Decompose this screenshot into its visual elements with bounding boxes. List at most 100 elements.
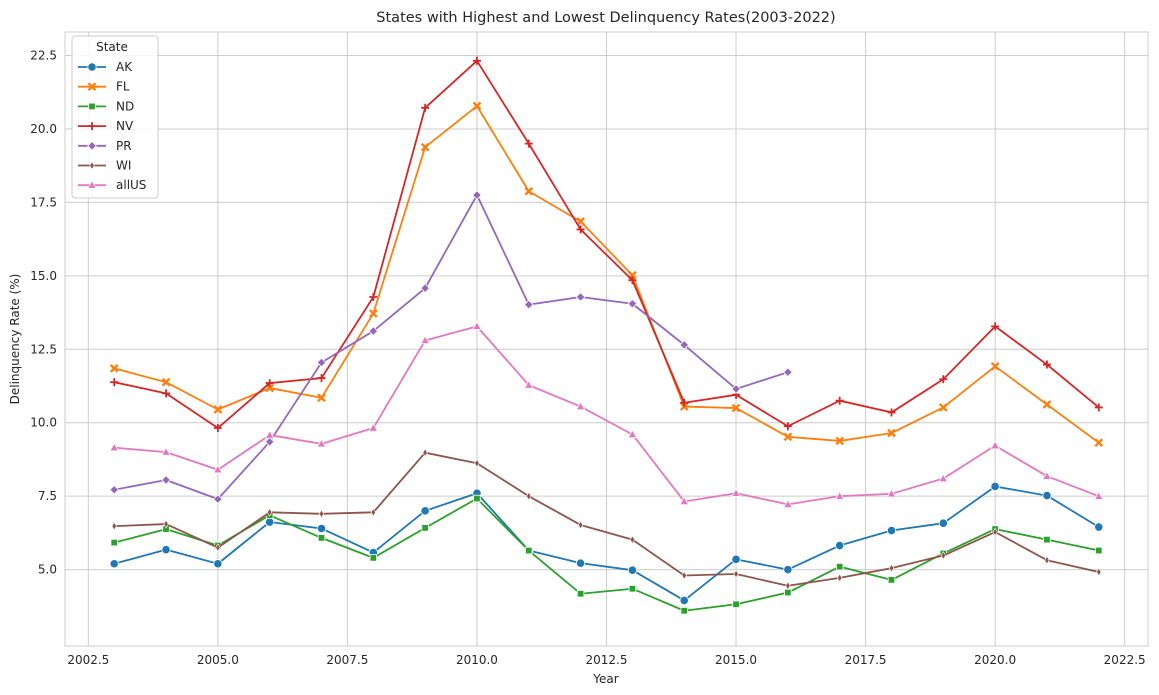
- data-point-NV: [265, 379, 274, 388]
- data-point-allUS: [161, 446, 171, 456]
- data-point-WI: [370, 507, 376, 517]
- data-point-PR: [731, 384, 741, 394]
- data-point-NV: [369, 292, 378, 301]
- data-point-allUS: [627, 429, 638, 439]
- data-point-AK: [420, 506, 430, 516]
- data-point-AK: [886, 525, 897, 536]
- data-point-allUS: [834, 490, 845, 500]
- data-point-NV: [421, 103, 430, 112]
- x-tick-label: 2012.5: [586, 653, 628, 667]
- legend-label: PR: [116, 139, 132, 153]
- series-PR: [109, 190, 793, 504]
- data-point-NV: [887, 408, 896, 417]
- y-tick-label: 5.0: [38, 563, 57, 577]
- y-tick-label: 15.0: [30, 269, 57, 283]
- data-point-PR: [782, 367, 793, 378]
- data-point-PR: [627, 298, 638, 309]
- plot-frame: [64, 31, 1149, 647]
- data-point-NV: [110, 378, 119, 387]
- data-point-allUS: [472, 321, 482, 330]
- data-point-ND: [1043, 535, 1051, 544]
- data-point-AK: [990, 481, 1000, 492]
- y-tick-label: 10.0: [30, 416, 57, 430]
- data-point-NV: [162, 389, 171, 398]
- data-point-AK: [1094, 522, 1104, 532]
- legend-item-FL: FL: [78, 80, 130, 94]
- x-tick-labels: 2002.5 2005.0 2007.5 2010.0 2012.5 2015.0 2017…: [67, 653, 1145, 667]
- data-point-WI: [1044, 555, 1050, 565]
- legend: State AK FL ND NV PR WI allUS: [71, 35, 159, 199]
- data-point-PR: [212, 494, 223, 504]
- legend-label: WI: [116, 159, 131, 173]
- x-tick-label: 2022.5: [1104, 653, 1146, 667]
- data-point-allUS: [1093, 490, 1104, 500]
- data-point-AK: [627, 565, 638, 575]
- data-point-allUS: [316, 438, 327, 448]
- data-point-FL: [524, 186, 534, 196]
- data-point-PR: [161, 475, 171, 485]
- y-axis-label: Delinquency Rate (%): [8, 274, 22, 405]
- legend-marker: [87, 140, 97, 151]
- data-point-AK: [731, 554, 741, 564]
- x-tick-label: 2005.0: [197, 653, 239, 667]
- legend-item-PR: PR: [78, 139, 132, 153]
- x-tick-label: 2010.0: [456, 653, 498, 667]
- data-point-WI: [837, 573, 843, 583]
- data-point-ND: [317, 534, 326, 542]
- data-point-ND: [473, 494, 481, 503]
- data-point-FL: [783, 432, 793, 442]
- data-point-ND: [732, 600, 740, 608]
- legend-title: State: [96, 40, 128, 54]
- data-point-NV: [628, 276, 637, 285]
- data-point-FL: [472, 101, 482, 111]
- data-point-allUS: [523, 379, 534, 389]
- data-point-NV: [524, 139, 533, 148]
- data-point-NV: [991, 322, 1000, 331]
- y-tick-label: 22.5: [30, 49, 57, 63]
- data-point-allUS: [679, 496, 690, 506]
- data-point-FL: [887, 428, 896, 438]
- series-layer: [109, 56, 1104, 615]
- data-point-PR: [575, 292, 586, 302]
- data-point-NV: [835, 396, 844, 405]
- x-tick-label: 2015.0: [715, 653, 757, 667]
- data-point-PR: [420, 283, 431, 294]
- legend-items: AK FL ND NV PR WI allUS: [78, 60, 146, 192]
- legend-item-NV: NV: [78, 119, 134, 133]
- y-tick-labels: 5.0 7.5 10.0 12.5 15.0 17.5 20.0 22.5: [30, 49, 57, 577]
- legend-marker: [89, 161, 95, 170]
- data-point-AK: [316, 523, 327, 534]
- series-line-AK: [113, 485, 1100, 602]
- x-axis-label: Year: [592, 672, 618, 686]
- data-point-ND: [784, 588, 792, 597]
- data-point-PR: [264, 436, 275, 447]
- chart-title: States with Highest and Lowest Delinquen…: [376, 10, 835, 26]
- legend-item-AK: AK: [78, 60, 133, 74]
- x-tick-label: 2002.5: [67, 653, 109, 667]
- legend-label: allUS: [116, 178, 146, 192]
- data-point-AK: [679, 595, 689, 606]
- data-point-ND: [680, 607, 688, 615]
- data-point-AK: [575, 558, 586, 568]
- data-point-AK: [783, 565, 793, 575]
- data-point-allUS: [368, 422, 379, 432]
- data-point-ND: [110, 538, 118, 547]
- data-point-allUS: [420, 335, 431, 345]
- data-point-ND: [576, 590, 585, 598]
- data-point-ND: [835, 562, 844, 571]
- data-point-allUS: [731, 488, 741, 497]
- data-point-FL: [109, 364, 119, 373]
- legend-marker: [88, 102, 96, 111]
- series-WI: [111, 448, 1102, 591]
- legend-box: [71, 35, 159, 199]
- data-point-ND: [525, 546, 533, 555]
- data-point-NV: [213, 424, 222, 433]
- data-point-AK: [161, 545, 171, 555]
- data-point-ND: [1095, 546, 1103, 555]
- data-point-PR: [368, 326, 379, 336]
- data-point-WI: [267, 507, 273, 517]
- data-point-FL: [835, 436, 845, 446]
- data-point-NV: [939, 375, 948, 384]
- legend-item-ND: ND: [78, 99, 134, 113]
- data-point-NV: [576, 225, 585, 234]
